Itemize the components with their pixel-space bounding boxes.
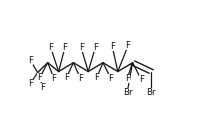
Text: F: F [28,56,33,65]
Text: F: F [124,74,129,83]
Text: F: F [125,41,130,50]
Text: Br: Br [146,88,155,97]
Text: Br: Br [123,88,132,97]
Text: F: F [94,73,99,82]
Text: F: F [48,43,53,52]
Text: F: F [78,43,83,52]
Text: F: F [40,83,45,92]
Text: F: F [28,79,33,88]
Text: F: F [108,74,113,83]
Text: F: F [62,43,67,52]
Text: F: F [109,42,114,51]
Text: F: F [51,74,56,83]
Text: F: F [138,75,143,84]
Text: F: F [64,73,69,82]
Text: F: F [37,73,42,82]
Text: F: F [92,43,97,52]
Text: F: F [78,74,83,83]
